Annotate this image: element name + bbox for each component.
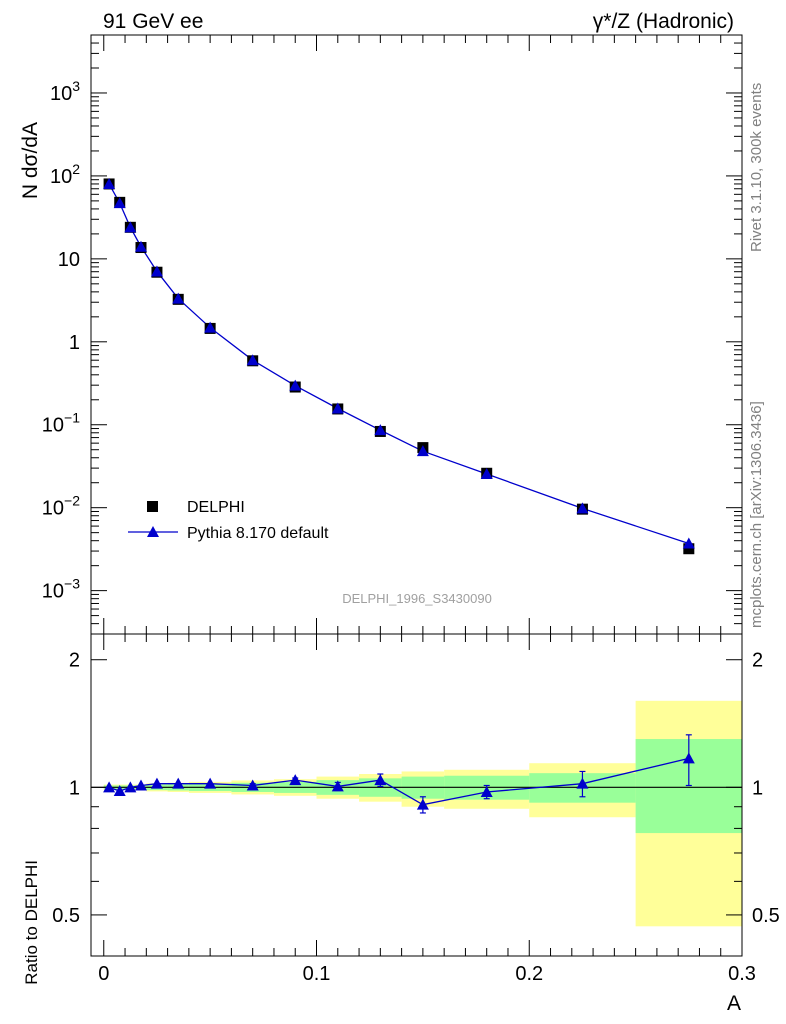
ratio-point xyxy=(103,781,116,793)
legend-label-delphi: DELPHI xyxy=(187,499,245,516)
header-left-title: 91 GeV ee xyxy=(103,10,203,33)
ratio-point xyxy=(480,785,493,797)
ratio-point xyxy=(682,752,695,764)
legend-label-pythia: Pythia 8.170 default xyxy=(187,525,329,542)
ratio-ytick-label-right: 1 xyxy=(752,777,763,799)
pythia-point xyxy=(289,379,302,391)
pythia-point xyxy=(113,197,126,209)
ratio-ytick-labels: 0.5 0.5 1 1 2 2 xyxy=(52,650,780,927)
xtick-label: 0.2 xyxy=(515,963,543,985)
rivet-label: Rivet 3.1.10, 300k events xyxy=(748,83,765,252)
pythia-point xyxy=(331,402,344,414)
legend-marker-delphi xyxy=(147,501,158,512)
ratio-point xyxy=(124,781,137,793)
pythia-point xyxy=(150,265,163,277)
main-tick-layer xyxy=(91,34,743,635)
main-ytick-label: 1 xyxy=(69,332,80,354)
main-ytick-labels: 10−3 10−2 10−1 1 10 102 103 xyxy=(42,78,80,603)
ratio-frame xyxy=(90,633,743,957)
mcplots-label: mcplots.cern.ch [arXiv:1306.3436] xyxy=(748,401,765,628)
pythia-point xyxy=(103,177,116,189)
pythia-point xyxy=(124,221,137,233)
ratio-point xyxy=(134,779,147,791)
main-data-layer xyxy=(103,177,695,555)
pythia-line xyxy=(108,183,690,545)
main-ylabel: N dσ/dA xyxy=(19,122,42,199)
main-ytick-label: 10−1 xyxy=(42,410,80,437)
pythia-point xyxy=(576,502,589,514)
pythia-point xyxy=(480,467,493,479)
ratio-point xyxy=(113,785,126,797)
pythia-point xyxy=(204,321,217,333)
ratio-ytick-label-right: 2 xyxy=(752,650,763,672)
xlabel: A xyxy=(727,992,741,1015)
ratio-point xyxy=(416,798,429,810)
main-ytick-label: 10 xyxy=(58,249,80,271)
main-ytick-label: 103 xyxy=(50,78,80,105)
ratio-point xyxy=(331,780,344,792)
ratio-data-layer xyxy=(103,734,695,814)
pythia-point xyxy=(374,424,387,436)
xtick-labels: 0 0.1 0.2 0.3 xyxy=(98,963,756,985)
xtick-label: 0.1 xyxy=(303,963,331,985)
main-ytick-label: 10−2 xyxy=(42,493,80,520)
pythia-point xyxy=(134,240,147,252)
ratio-point xyxy=(576,777,589,789)
analysis-id: DELPHI_1996_S3430090 xyxy=(342,591,492,606)
ratio-point xyxy=(246,779,259,791)
ratio-ytick-label: 0.5 xyxy=(52,905,80,927)
legend: DELPHI Pythia 8.170 default xyxy=(128,499,329,542)
main-ytick-label: 10−3 xyxy=(42,576,80,603)
main-frame xyxy=(90,34,743,635)
ratio-point xyxy=(172,777,185,789)
pythia-point xyxy=(416,445,429,457)
ratio-tick-layer xyxy=(91,634,743,957)
pythia-point xyxy=(246,354,259,366)
pythia-point xyxy=(172,292,185,304)
ratio-point xyxy=(374,774,387,786)
ratio-ytick-label-right: 0.5 xyxy=(752,905,780,927)
pythia-point xyxy=(682,537,695,549)
ratio-point xyxy=(289,774,302,786)
ratio-ytick-label: 2 xyxy=(69,650,80,672)
xtick-label: 0 xyxy=(98,963,109,985)
ratio-ytick-label: 1 xyxy=(69,777,80,799)
ratio-ylabel: Ratio to DELPHI xyxy=(22,860,41,985)
main-ytick-label: 102 xyxy=(50,161,80,188)
ratio-band-layer xyxy=(91,700,742,927)
header-right-title: γ*/Z (Hadronic) xyxy=(593,10,734,33)
ratio-point xyxy=(150,777,163,789)
ratio-point xyxy=(204,777,217,789)
xtick-label: 0.3 xyxy=(728,963,756,985)
legend-marker-pythia xyxy=(147,526,159,537)
delphi-point xyxy=(683,543,695,555)
